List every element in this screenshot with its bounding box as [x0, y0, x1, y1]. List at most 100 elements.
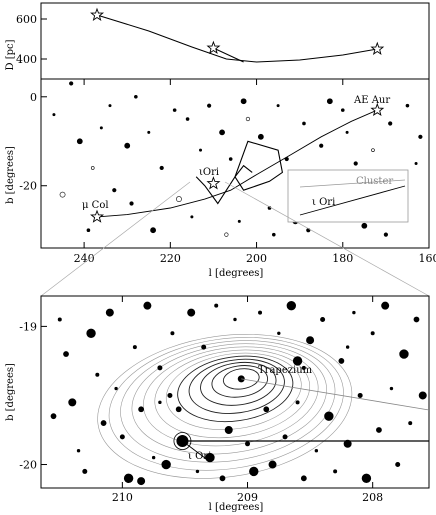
zoom-point: [119, 434, 125, 440]
sky-point: [414, 162, 418, 166]
sky-point: [240, 98, 247, 105]
sky-stars: [90, 102, 385, 223]
zoom-point: [63, 351, 69, 357]
zoom-point: [295, 400, 300, 405]
zoom-point: [268, 460, 277, 469]
zoom-point: [170, 331, 175, 336]
ae-aur-label: AE Aur: [353, 95, 390, 106]
zoom-content: [50, 300, 429, 486]
zoom-point: [263, 406, 270, 413]
zoom-point: [306, 336, 315, 345]
zoom-point: [167, 392, 173, 398]
sky-point: [345, 130, 349, 134]
sky-xtick-label: 240: [74, 252, 95, 265]
sky-point: [59, 191, 66, 198]
sky-xlabel: l [degrees]: [209, 268, 264, 279]
sky-point: [99, 126, 103, 130]
zoom-point: [233, 317, 237, 322]
mu-col-label: μ Col: [82, 200, 109, 211]
zoom-xlabel: l [degrees]: [209, 502, 264, 513]
zoom-point: [381, 301, 390, 310]
zoom-point: [175, 406, 182, 413]
iota-ori-pointer: [182, 440, 211, 463]
sky-point: [388, 121, 393, 126]
zoom-ylabel: b [degrees]: [5, 363, 16, 421]
sky-point: [176, 196, 182, 202]
sky-point: [159, 165, 164, 171]
zoom-point: [320, 316, 326, 322]
zoom-point: [376, 427, 382, 433]
distance-axis-ticks: 400 600: [16, 13, 47, 66]
zoom-panel: 210 209 208 -19 -20 Trapezium ι Ori b [degre…: [5, 295, 430, 513]
zoom-point: [418, 391, 427, 400]
zoom-point: [361, 473, 372, 484]
contour: [108, 337, 344, 471]
sky-point: [353, 161, 358, 166]
sky-point: [257, 133, 264, 140]
sky-star-2: [90, 209, 105, 223]
sky-point: [228, 157, 233, 161]
sky-point: [245, 116, 251, 122]
distance-star-1: [206, 40, 221, 54]
contour: [120, 340, 336, 463]
zoom-xtick-label: 209: [237, 491, 258, 504]
sky-point: [150, 227, 156, 234]
zoom-point: [68, 398, 77, 407]
contour: [97, 334, 353, 479]
sky-point: [147, 130, 151, 134]
sky-ytick-label: -20: [19, 180, 37, 193]
zoom-point: [343, 439, 352, 448]
zoom-connector-right: [224, 181, 430, 297]
zoom-point: [357, 392, 363, 398]
distance-segment-1: [213, 47, 244, 63]
zoom-point: [245, 441, 251, 447]
inset-cluster-label: Cluster: [356, 176, 393, 187]
zoom-point: [389, 386, 394, 391]
sky-point: [190, 215, 194, 219]
contour: [188, 358, 285, 414]
zoom-point: [86, 328, 96, 338]
sky-point: [124, 142, 131, 149]
contour: [131, 343, 327, 455]
inset-ori-line: [299, 185, 406, 216]
sky-point: [361, 222, 368, 229]
zoom-point: [161, 459, 171, 470]
zoom-point: [345, 345, 350, 349]
zoom-connectors: [40, 181, 430, 297]
sky-ytick-label: 0: [30, 91, 37, 104]
zoom-point: [214, 303, 219, 308]
zoom-point: [370, 331, 375, 336]
zoom-point: [286, 300, 297, 311]
sky-point: [134, 94, 138, 99]
sky-xtick-label: 220: [160, 252, 181, 265]
sky-point: [405, 103, 410, 108]
inset: Cluster ι Ori: [287, 169, 409, 223]
zoom-panel-frame: [40, 295, 430, 489]
density-contours: [97, 334, 353, 479]
inset-frame: [287, 169, 409, 223]
zoom-point: [408, 421, 413, 426]
zoom-point: [123, 473, 134, 484]
zoom-point: [314, 449, 319, 453]
zoom-point: [282, 434, 288, 440]
sky-point: [108, 104, 112, 108]
distance-ylabel: D [pc]: [5, 39, 16, 70]
zoom-point: [95, 372, 100, 377]
cluster-direction-line: [241, 378, 429, 411]
zoom-point: [50, 413, 57, 420]
zoom-point: [114, 386, 118, 391]
sky-point: [86, 228, 91, 233]
sky-xtick-label: 200: [246, 252, 267, 265]
contour: [165, 352, 302, 430]
sky-star-0: [370, 102, 385, 117]
zoom-point: [157, 365, 163, 371]
inset-iori-label: ι Ori: [312, 197, 335, 208]
zoom-point: [57, 317, 62, 322]
orion-belt-line: [195, 164, 253, 205]
sky-point: [185, 117, 190, 121]
zoom-point: [100, 420, 107, 426]
zoom-points: [50, 300, 427, 486]
iota-ori-label: ιOri: [199, 167, 219, 178]
zoom-point: [137, 477, 146, 486]
